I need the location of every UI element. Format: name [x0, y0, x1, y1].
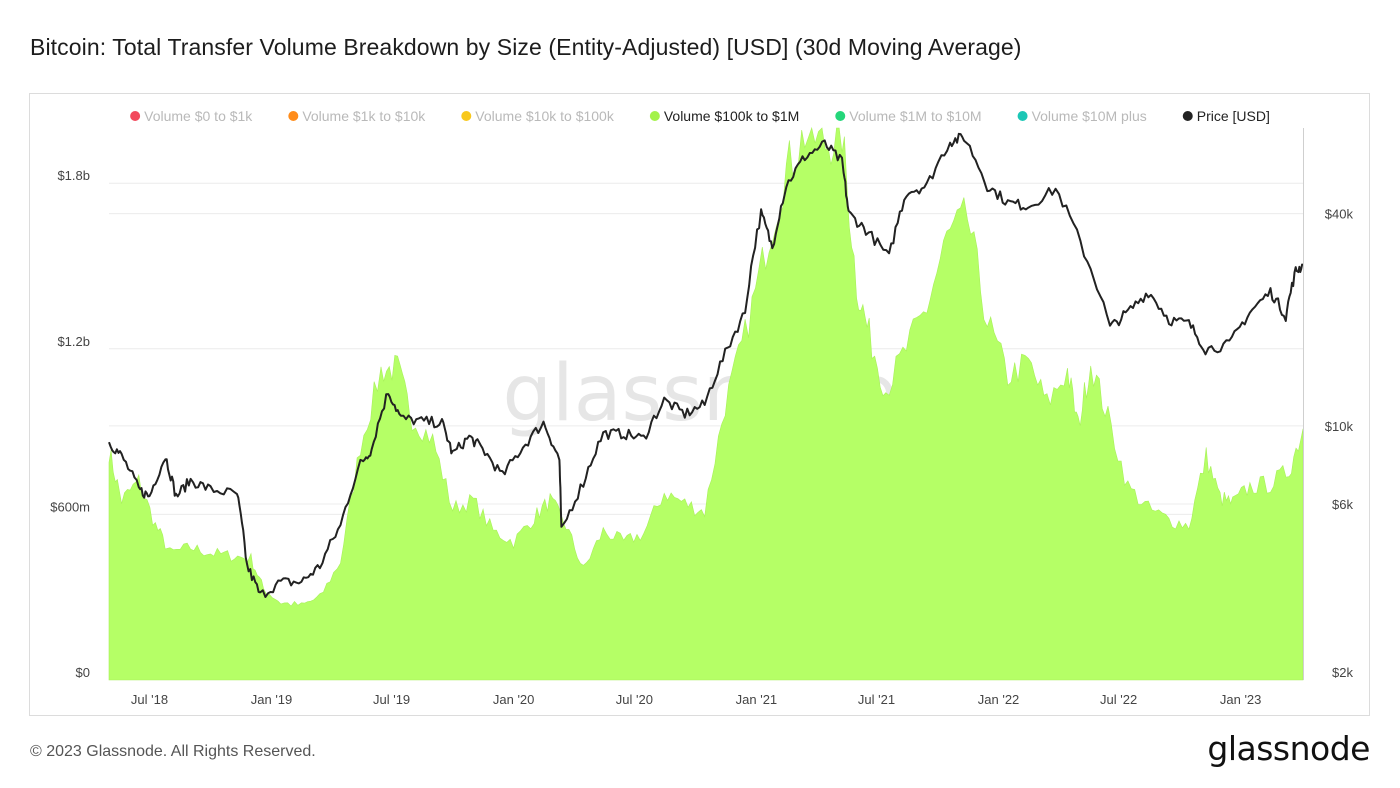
legend-item-3[interactable]: Volume $100k to $1M: [649, 108, 799, 124]
legend-label-3: Volume $100k to $1M: [664, 108, 799, 124]
legend-marker-1: [288, 111, 299, 121]
y-left-tick-0: $0: [76, 665, 90, 680]
x-tick-2: Jul '19: [373, 692, 410, 707]
chart-title: Bitcoin: Total Transfer Volume Breakdown…: [30, 34, 1022, 60]
legend: Volume $0 to $1k Volume $1k to $10k Volume…: [130, 108, 1270, 124]
copyright-text: © 2023 Glassnode. All Rights Reserved.: [30, 743, 316, 760]
legend-label-5: Volume $10M plus: [1032, 108, 1147, 124]
legend-item-1[interactable]: Volume $1k to $10k: [288, 108, 426, 124]
legend-item-6[interactable]: Price [USD]: [1182, 108, 1270, 124]
x-tick-5: Jan '21: [736, 692, 778, 707]
legend-label-4: Volume $1M to $10M: [849, 108, 981, 124]
legend-label-0: Volume $0 to $1k: [144, 108, 253, 124]
x-tick-9: Jan '23: [1220, 692, 1262, 707]
legend-item-4[interactable]: Volume $1M to $10M: [835, 108, 982, 124]
legend-marker-4: [835, 111, 846, 121]
legend-marker-3: [649, 111, 660, 121]
brand-logo[interactable]: glassnode: [1207, 729, 1370, 768]
y-right-tick-0: $2k: [1332, 665, 1353, 680]
y-left-tick-1: $600m: [50, 499, 90, 514]
y-left-tick-2: $1.2b: [57, 334, 90, 349]
y-right-tick-2: $10k: [1325, 419, 1354, 434]
x-axis-ticks: Jul '18 Jan '19 Jul '19 Jan '20 Jul '20 Jan '…: [131, 692, 1262, 707]
legend-item-5[interactable]: Volume $10M plus: [1017, 108, 1147, 124]
x-tick-0: Jul '18: [131, 692, 168, 707]
legend-marker-0: [130, 111, 141, 121]
legend-label-2: Volume $10k to $100k: [475, 108, 615, 124]
series-area-volume-100k-1m[interactable]: [108, 126, 1304, 681]
x-tick-1: Jan '19: [251, 692, 293, 707]
y-left-tick-3: $1.8b: [57, 168, 90, 183]
legend-marker-5: [1017, 111, 1028, 121]
legend-item-0[interactable]: Volume $0 to $1k: [130, 108, 253, 124]
legend-label-1: Volume $1k to $10k: [302, 108, 426, 124]
legend-item-2[interactable]: Volume $10k to $100k: [461, 108, 615, 124]
x-tick-8: Jul '22: [1100, 692, 1137, 707]
y-right-tick-1: $6k: [1332, 497, 1353, 512]
x-tick-6: Jul '21: [858, 692, 895, 707]
right-axis-ticks: $2k $6k $10k $40k: [1325, 207, 1354, 680]
y-right-tick-3: $40k: [1325, 207, 1354, 222]
series-line-price[interactable]: [108, 132, 1304, 598]
left-axis-ticks: $0 $600m $1.2b $1.8b: [50, 168, 90, 680]
x-tick-4: Jul '20: [616, 692, 653, 707]
x-tick-7: Jan '22: [978, 692, 1020, 707]
legend-marker-2: [461, 111, 472, 121]
legend-label-6: Price [USD]: [1197, 108, 1270, 124]
x-tick-3: Jan '20: [493, 692, 535, 707]
legend-marker-6: [1182, 111, 1193, 121]
